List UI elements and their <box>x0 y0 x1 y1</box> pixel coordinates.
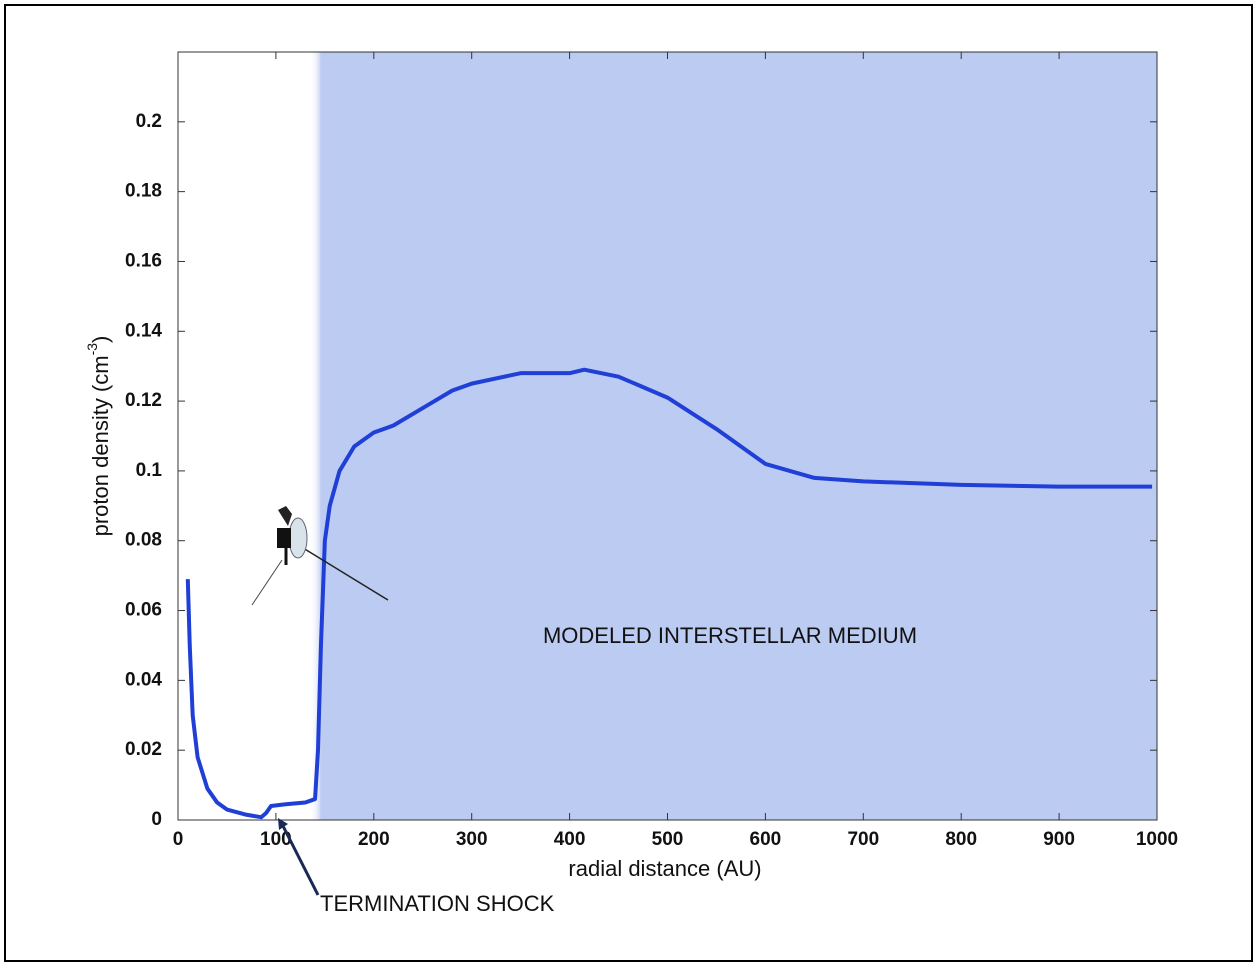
y-tick-label: 0.02 <box>125 739 162 760</box>
shaded-region <box>319 52 1158 820</box>
x-tick-label: 500 <box>652 829 684 850</box>
x-tick-label: 100 <box>260 829 292 850</box>
y-tick-label: 0.2 <box>136 111 162 132</box>
x-tick-label: 1000 <box>1136 829 1178 850</box>
x-tick-label: 200 <box>358 829 390 850</box>
y-tick-label: 0.1 <box>136 460 163 481</box>
y-tick-label: 0.14 <box>125 320 162 341</box>
y-tick-label: 0.06 <box>125 600 162 621</box>
annotation-arrow <box>280 823 320 896</box>
data-line <box>185 367 1153 820</box>
y-axis-label: proton density (cm-3) <box>84 336 113 537</box>
y-tick-label: 0.04 <box>125 669 162 690</box>
x-tick-label: 0 <box>173 829 184 850</box>
y-tick-label: 0.18 <box>125 181 162 202</box>
x-tick-label: 600 <box>750 829 782 850</box>
x-axis-label: radial distance (AU) <box>568 856 761 881</box>
x-tick-label: 700 <box>847 829 879 850</box>
x-tick-label: 800 <box>945 829 977 850</box>
frame <box>4 4 1253 962</box>
x-tick-label: 400 <box>554 829 586 850</box>
y-tick-label: 0.12 <box>125 390 162 411</box>
shaded-edge <box>309 52 322 820</box>
x-tick-label: 300 <box>456 829 488 850</box>
y-tick-label: 0.16 <box>125 250 162 271</box>
arrow-head <box>278 818 288 830</box>
spacecraft <box>251 506 389 606</box>
region-label: MODELED INTERSTELLAR MEDIUM <box>543 623 917 648</box>
y-tick-label: 0.08 <box>125 530 162 551</box>
y-tick-label: 0 <box>151 809 162 830</box>
annotation: TERMINATION SHOCK <box>320 891 555 916</box>
x-tick-label: 900 <box>1043 829 1075 850</box>
